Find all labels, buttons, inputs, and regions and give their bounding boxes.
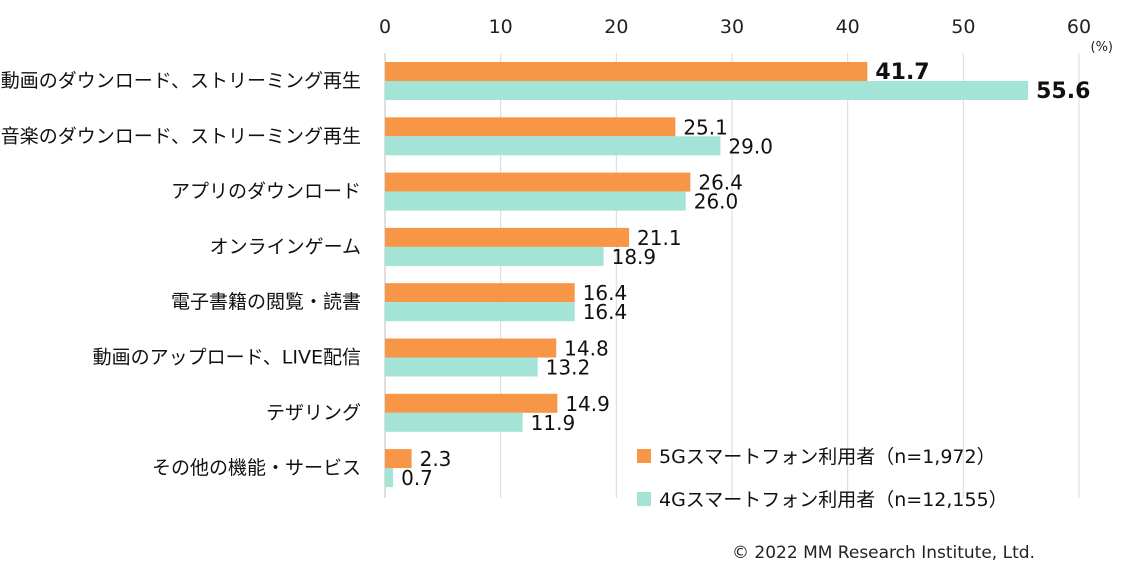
data-label: 16.4 (583, 281, 628, 305)
data-label: 16.4 (583, 300, 628, 324)
x-tick-label: 50 (951, 16, 975, 38)
bar (385, 246, 604, 266)
bar (385, 227, 630, 247)
data-label: 29.0 (728, 134, 773, 158)
bar (385, 172, 691, 192)
category-label: 動画のアップロード、LIVE配信 (93, 347, 361, 369)
data-label: 26.4 (698, 171, 743, 195)
data-label: 26.0 (694, 190, 739, 214)
data-label: 55.6 (1036, 79, 1090, 104)
legend-swatch (637, 449, 651, 463)
bar (385, 117, 676, 137)
legend-swatch (637, 492, 651, 506)
data-label: 21.1 (637, 226, 682, 250)
bar (385, 393, 558, 413)
data-label: 14.9 (565, 392, 610, 416)
legend-label: 4Gスマートフォン利用者（n=12,155） (659, 489, 1008, 511)
category-label: アプリのダウンロード (171, 181, 361, 203)
bar (385, 62, 868, 81)
bar (385, 283, 575, 303)
data-label: 14.8 (564, 337, 609, 361)
category-label: 電子書籍の閲覧・読書 (171, 291, 361, 313)
bar (385, 412, 523, 432)
x-tick-label: 40 (836, 16, 860, 38)
bar (385, 338, 557, 358)
x-tick-label: 20 (604, 16, 628, 38)
data-label: 41.7 (875, 60, 929, 85)
category-label: オンラインゲーム (210, 236, 361, 258)
bar (385, 136, 721, 156)
bar (385, 468, 394, 488)
category-label: テザリング (266, 402, 361, 424)
x-tick-label: 60 (1067, 16, 1091, 38)
data-label: 25.1 (683, 115, 728, 139)
bar (385, 357, 538, 377)
bar (385, 81, 1029, 100)
bar (385, 191, 686, 211)
x-tick-label: 10 (489, 16, 513, 38)
data-label: 18.9 (612, 245, 657, 269)
data-label: 13.2 (546, 356, 591, 380)
copyright-text: © 2022 MM Research Institute, Ltd. (732, 543, 1035, 563)
category-label: 動画のダウンロード、ストリーミング再生 (1, 70, 361, 92)
category-label: その他の機能・サービス (152, 457, 361, 479)
data-label: 11.9 (531, 411, 576, 435)
data-label: 0.7 (401, 466, 433, 490)
category-label: 音楽のダウンロード、ストリーミング再生 (1, 125, 361, 147)
x-tick-label: 30 (720, 16, 744, 38)
bar (385, 302, 575, 322)
legend-label: 5Gスマートフォン利用者（n=1,972） (659, 446, 996, 468)
unit-label: (%) (1091, 40, 1114, 55)
data-label: 2.3 (420, 447, 452, 471)
bar (385, 449, 412, 469)
x-tick-label: 0 (379, 16, 391, 38)
